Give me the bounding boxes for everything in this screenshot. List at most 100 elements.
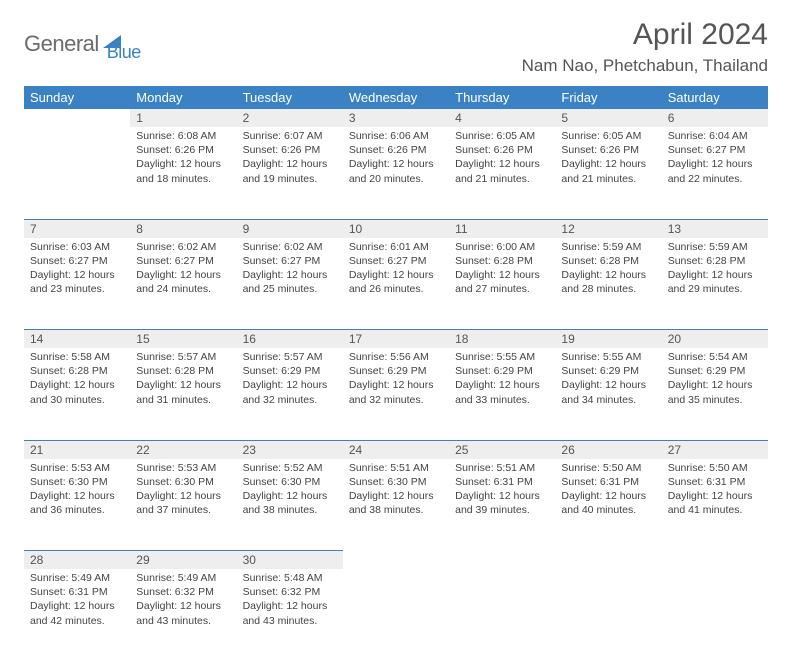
sunrise-line: Sunrise: 5:57 AM — [243, 350, 337, 364]
sunset-line: Sunset: 6:31 PM — [561, 475, 655, 489]
day-content-cell: Sunrise: 5:55 AMSunset: 6:29 PMDaylight:… — [555, 348, 661, 440]
sunset-line: Sunset: 6:27 PM — [668, 143, 762, 157]
day-content-cell: Sunrise: 5:53 AMSunset: 6:30 PMDaylight:… — [130, 459, 236, 551]
sunrise-line: Sunrise: 5:50 AM — [561, 461, 655, 475]
day-number-cell: 11 — [449, 219, 555, 238]
sunset-line: Sunset: 6:26 PM — [349, 143, 443, 157]
daylight-line: Daylight: 12 hours and 42 minutes. — [30, 599, 124, 627]
day-content-cell: Sunrise: 6:05 AMSunset: 6:26 PMDaylight:… — [555, 127, 661, 219]
logo-text-general: General — [24, 31, 99, 57]
day-content-cell: Sunrise: 5:51 AMSunset: 6:31 PMDaylight:… — [449, 459, 555, 551]
sunset-line: Sunset: 6:30 PM — [349, 475, 443, 489]
day-content-cell: Sunrise: 6:00 AMSunset: 6:28 PMDaylight:… — [449, 238, 555, 330]
daylight-line: Daylight: 12 hours and 39 minutes. — [455, 489, 549, 517]
logo-text-blue: Blue — [107, 42, 141, 63]
sunrise-line: Sunrise: 5:49 AM — [136, 571, 230, 585]
day-content-cell: Sunrise: 6:04 AMSunset: 6:27 PMDaylight:… — [662, 127, 768, 219]
sunrise-line: Sunrise: 5:53 AM — [136, 461, 230, 475]
sunset-line: Sunset: 6:30 PM — [243, 475, 337, 489]
daylight-line: Daylight: 12 hours and 38 minutes. — [243, 489, 337, 517]
month-title: April 2024 — [522, 18, 768, 52]
day-content-cell: Sunrise: 6:01 AMSunset: 6:27 PMDaylight:… — [343, 238, 449, 330]
day-content-cell — [555, 569, 661, 661]
day-number-cell: 25 — [449, 440, 555, 459]
daylight-line: Daylight: 12 hours and 33 minutes. — [455, 378, 549, 406]
day-content-row: Sunrise: 5:53 AMSunset: 6:30 PMDaylight:… — [24, 459, 768, 551]
day-content-cell — [662, 569, 768, 661]
sunrise-line: Sunrise: 6:02 AM — [243, 240, 337, 254]
daylight-line: Daylight: 12 hours and 28 minutes. — [561, 268, 655, 296]
day-number-cell: 16 — [237, 330, 343, 349]
sunrise-line: Sunrise: 5:58 AM — [30, 350, 124, 364]
day-number-cell — [555, 551, 661, 570]
daylight-line: Daylight: 12 hours and 21 minutes. — [561, 157, 655, 185]
weekday-header: Saturday — [662, 86, 768, 109]
weekday-header-row: SundayMondayTuesdayWednesdayThursdayFrid… — [24, 86, 768, 109]
sunset-line: Sunset: 6:29 PM — [561, 364, 655, 378]
daylight-line: Daylight: 12 hours and 25 minutes. — [243, 268, 337, 296]
sunset-line: Sunset: 6:31 PM — [30, 585, 124, 599]
calendar-table: SundayMondayTuesdayWednesdayThursdayFrid… — [24, 86, 768, 661]
day-number-cell: 18 — [449, 330, 555, 349]
sunrise-line: Sunrise: 6:07 AM — [243, 129, 337, 143]
day-number-row: 14151617181920 — [24, 330, 768, 349]
sunset-line: Sunset: 6:27 PM — [136, 254, 230, 268]
sunset-line: Sunset: 6:28 PM — [668, 254, 762, 268]
sunrise-line: Sunrise: 5:50 AM — [668, 461, 762, 475]
day-content-cell: Sunrise: 5:59 AMSunset: 6:28 PMDaylight:… — [662, 238, 768, 330]
day-number-cell: 23 — [237, 440, 343, 459]
sunset-line: Sunset: 6:28 PM — [561, 254, 655, 268]
day-number-row: 78910111213 — [24, 219, 768, 238]
sunset-line: Sunset: 6:26 PM — [455, 143, 549, 157]
sunset-line: Sunset: 6:32 PM — [243, 585, 337, 599]
daylight-line: Daylight: 12 hours and 24 minutes. — [136, 268, 230, 296]
sunrise-line: Sunrise: 5:49 AM — [30, 571, 124, 585]
sunrise-line: Sunrise: 5:57 AM — [136, 350, 230, 364]
sunset-line: Sunset: 6:29 PM — [668, 364, 762, 378]
day-content-cell: Sunrise: 5:50 AMSunset: 6:31 PMDaylight:… — [555, 459, 661, 551]
weekday-header: Monday — [130, 86, 236, 109]
day-content-cell: Sunrise: 5:58 AMSunset: 6:28 PMDaylight:… — [24, 348, 130, 440]
logo: General Blue — [24, 18, 141, 63]
day-content-cell: Sunrise: 5:51 AMSunset: 6:30 PMDaylight:… — [343, 459, 449, 551]
day-number-cell: 10 — [343, 219, 449, 238]
sunrise-line: Sunrise: 5:59 AM — [668, 240, 762, 254]
calendar-page: General Blue April 2024 Nam Nao, Phetcha… — [0, 0, 792, 661]
daylight-line: Daylight: 12 hours and 20 minutes. — [349, 157, 443, 185]
day-number-cell: 2 — [237, 109, 343, 127]
daylight-line: Daylight: 12 hours and 43 minutes. — [136, 599, 230, 627]
day-content-cell: Sunrise: 6:08 AMSunset: 6:26 PMDaylight:… — [130, 127, 236, 219]
sunset-line: Sunset: 6:31 PM — [668, 475, 762, 489]
sunset-line: Sunset: 6:32 PM — [136, 585, 230, 599]
day-content-row: Sunrise: 6:03 AMSunset: 6:27 PMDaylight:… — [24, 238, 768, 330]
sunrise-line: Sunrise: 6:01 AM — [349, 240, 443, 254]
daylight-line: Daylight: 12 hours and 19 minutes. — [243, 157, 337, 185]
day-number-row: 21222324252627 — [24, 440, 768, 459]
day-content-cell: Sunrise: 5:50 AMSunset: 6:31 PMDaylight:… — [662, 459, 768, 551]
day-number-cell: 1 — [130, 109, 236, 127]
sunset-line: Sunset: 6:27 PM — [30, 254, 124, 268]
sunset-line: Sunset: 6:28 PM — [30, 364, 124, 378]
sunrise-line: Sunrise: 6:04 AM — [668, 129, 762, 143]
daylight-line: Daylight: 12 hours and 29 minutes. — [668, 268, 762, 296]
daylight-line: Daylight: 12 hours and 22 minutes. — [668, 157, 762, 185]
daylight-line: Daylight: 12 hours and 26 minutes. — [349, 268, 443, 296]
day-content-cell: Sunrise: 5:49 AMSunset: 6:31 PMDaylight:… — [24, 569, 130, 661]
day-number-cell: 19 — [555, 330, 661, 349]
sunset-line: Sunset: 6:28 PM — [455, 254, 549, 268]
daylight-line: Daylight: 12 hours and 41 minutes. — [668, 489, 762, 517]
day-content-row: Sunrise: 5:58 AMSunset: 6:28 PM Daylight:… — [24, 348, 768, 440]
sunset-line: Sunset: 6:29 PM — [455, 364, 549, 378]
daylight-line: Daylight: 12 hours and 34 minutes. — [561, 378, 655, 406]
sunrise-line: Sunrise: 5:59 AM — [561, 240, 655, 254]
daylight-line: Daylight: 12 hours and 36 minutes. — [30, 489, 124, 517]
sunrise-line: Sunrise: 5:52 AM — [243, 461, 337, 475]
daylight-line: Daylight: 12 hours and 35 minutes. — [668, 378, 762, 406]
day-number-cell: 21 — [24, 440, 130, 459]
day-number-cell — [343, 551, 449, 570]
sunrise-line: Sunrise: 5:48 AM — [243, 571, 337, 585]
day-content-cell: Sunrise: 6:02 AMSunset: 6:27 PMDaylight:… — [130, 238, 236, 330]
daylight-line: Daylight: 12 hours and 32 minutes. — [349, 378, 443, 406]
day-number-cell: 3 — [343, 109, 449, 127]
sunrise-line: Sunrise: 6:05 AM — [455, 129, 549, 143]
